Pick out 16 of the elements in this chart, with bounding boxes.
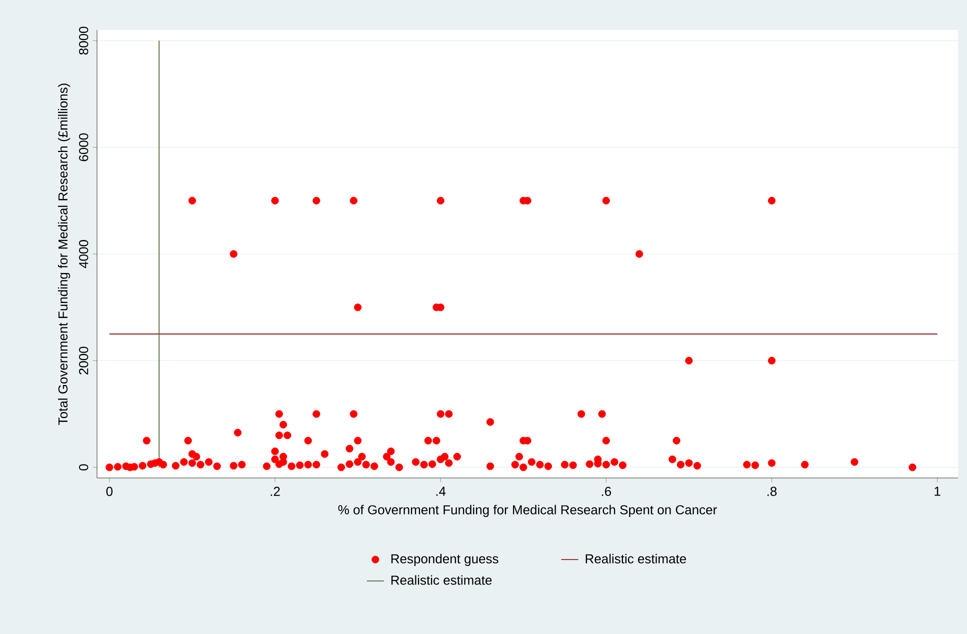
x-tick-label: .2 <box>270 486 280 496</box>
x-tick-label: .4 <box>436 486 446 496</box>
y-tick-label: 0 <box>79 464 88 470</box>
y-tick-label: 6000 <box>79 133 88 162</box>
x-tick-label: .6 <box>602 486 612 496</box>
y-tick-label: 8000 <box>79 26 88 55</box>
legend-label: Realistic estimate <box>586 554 686 564</box>
x-tick-label: 0 <box>106 486 113 496</box>
y-axis-title: Total Government Funding for Medical Research (£millions) <box>58 84 70 425</box>
x-tick-label: .8 <box>768 486 777 496</box>
y-tick-label: 4000 <box>79 240 88 268</box>
y-tick-label: 2000 <box>79 346 88 374</box>
x-axis-title: % of Government Funding for Medical Research Spent on Cancer <box>338 504 717 517</box>
legend-label: Realistic estimate <box>391 575 492 585</box>
legend-label: Respondent guess <box>391 554 498 566</box>
x-tick-label: 1 <box>934 486 940 496</box>
